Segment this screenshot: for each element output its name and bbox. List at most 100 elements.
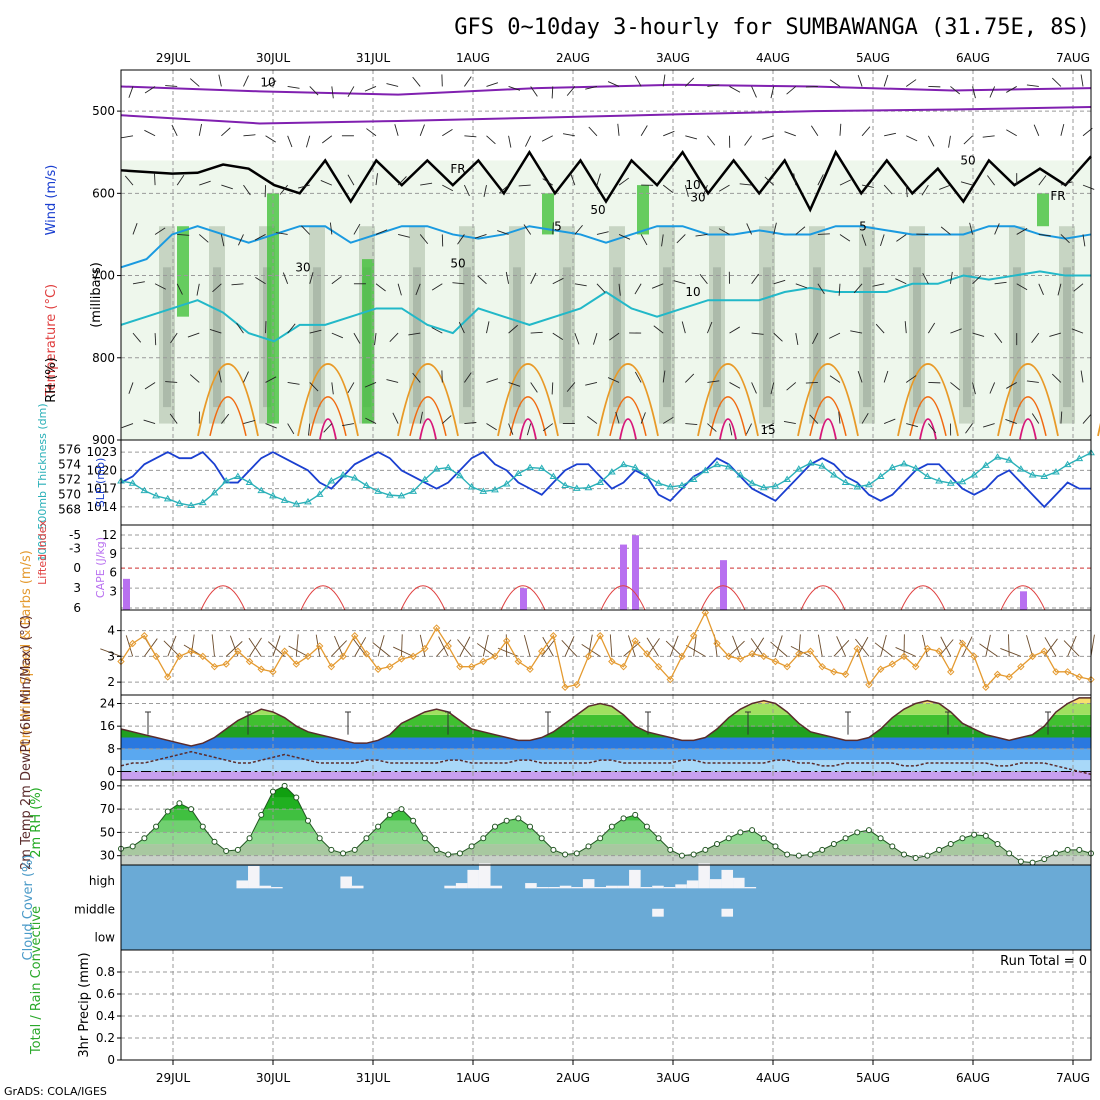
instability-ticks: -5-3 0 3 6 3 6 9 12: [69, 528, 117, 615]
wind-barb: [949, 271, 953, 284]
wind-barb: [950, 86, 961, 95]
wind-barb: [828, 332, 841, 339]
slp-grid: [121, 440, 1091, 525]
top-date-label: 6AUG: [956, 51, 990, 65]
wind-barb: [282, 272, 289, 284]
pressure-axis-label: (millibars): [89, 262, 104, 328]
wind-barb: [663, 130, 675, 137]
bottom-date-label: 5AUG: [856, 1071, 890, 1085]
surface-barb: [542, 636, 554, 657]
wind-barb: [243, 75, 249, 87]
cloud-level-label: high: [89, 874, 115, 888]
wind-barb: [309, 382, 319, 392]
wind-barb: [221, 127, 231, 137]
rh-marker: [585, 843, 592, 850]
precip-ticks: 0 0.2 0.4 0.6 0.8: [96, 965, 121, 1067]
rh-marker: [830, 841, 837, 848]
upper-air-grid: [121, 70, 1091, 441]
wind-speed-marker: [1063, 668, 1072, 676]
thickness-marker: [701, 466, 710, 474]
thickness-marker: [292, 500, 301, 507]
thickness-marker: [1052, 468, 1060, 475]
wind-barb: [1038, 233, 1051, 237]
wind-barb: [121, 423, 134, 429]
thickness-marker: [724, 462, 733, 470]
wind-barb: [707, 135, 716, 146]
temp-band: [121, 703, 1091, 715]
wind-barb: [707, 380, 720, 383]
y-tick-label: 800: [92, 351, 115, 365]
wind-barb: [972, 332, 985, 337]
thickness-marker: [140, 486, 149, 494]
rh-shade-core: [513, 267, 521, 408]
wind-barb: [132, 332, 142, 343]
wind-barb: [838, 283, 841, 296]
bottom-date-label: 1AUG: [456, 1071, 490, 1085]
wind-barb: [552, 277, 564, 285]
wind-barb: [786, 86, 797, 95]
wind-barb: [673, 280, 686, 285]
wind-barb: [585, 382, 598, 386]
li-curve: [1000, 585, 1046, 611]
rh-marker: [714, 841, 721, 848]
thickness-marker: [900, 459, 908, 467]
thickness-marker: [584, 483, 593, 491]
wind-barb: [707, 84, 720, 87]
wind-barb: [861, 126, 871, 137]
wind-barb: [497, 230, 509, 235]
bottom-date-label: 4AUG: [756, 1071, 790, 1085]
wind-speed-line: [117, 608, 1095, 691]
cloud-bar: [248, 865, 260, 889]
wind-barb: [237, 234, 244, 246]
panel-frame: [120, 949, 1092, 1061]
thickness-tick-label: 570: [58, 487, 81, 501]
wind-speed-marker: [911, 662, 920, 671]
rh-marker: [737, 829, 744, 836]
chart-title: GFS 0~10day 3-hourly for SUMBAWANGA (31.…: [454, 15, 1090, 40]
surface-barb: [833, 639, 850, 657]
rh-marker: [608, 823, 615, 830]
wind-barb: [618, 234, 631, 240]
dewpt-line: [120, 750, 1092, 776]
wind-barb: [1073, 283, 1084, 292]
wind-barb: [773, 222, 777, 235]
rh-shade-core: [963, 267, 971, 408]
wind-barb: [323, 423, 333, 433]
wind-barb: [662, 74, 666, 87]
wind-barb: [972, 86, 976, 99]
wind-barb: [347, 174, 355, 186]
rh-marker: [527, 823, 534, 830]
cloud-bar: [709, 879, 722, 889]
wind-barb: [861, 234, 867, 246]
thickness-marker: [491, 485, 499, 493]
wind-speed-marker: [608, 657, 616, 666]
wind-barb: [699, 274, 708, 285]
thickness-marker: [163, 494, 172, 502]
surface-barb: [100, 648, 122, 657]
surface-barb: [790, 645, 811, 657]
isotherm-15: [797, 363, 859, 437]
wind-barb: [812, 332, 819, 345]
li-curve: [700, 585, 746, 611]
bottom-date-label: 7AUG: [1056, 1071, 1090, 1085]
bottom-date-label: 6AUG: [956, 1071, 990, 1085]
wind-speed-marker: [1052, 668, 1060, 676]
wind-barb: [839, 179, 851, 186]
wind-barb: [883, 184, 893, 195]
isotherm-1: [120, 225, 1092, 269]
rh-marker: [632, 811, 639, 818]
cape-tick-label: 3: [109, 584, 117, 598]
wind-barb: [857, 370, 863, 383]
wind-barb: [662, 184, 673, 193]
wind-barb: [530, 382, 538, 393]
wind-barb: [165, 85, 178, 87]
wind-barb: [883, 418, 896, 424]
wind-speed-marker: [526, 665, 534, 673]
wind-speed-marker: [853, 644, 861, 653]
wind-speed-marker: [479, 657, 487, 666]
thickness-marker: [911, 464, 920, 471]
wind-barb: [386, 379, 399, 383]
wind-speed-marker: [140, 632, 149, 640]
wind-barb: [375, 229, 388, 235]
